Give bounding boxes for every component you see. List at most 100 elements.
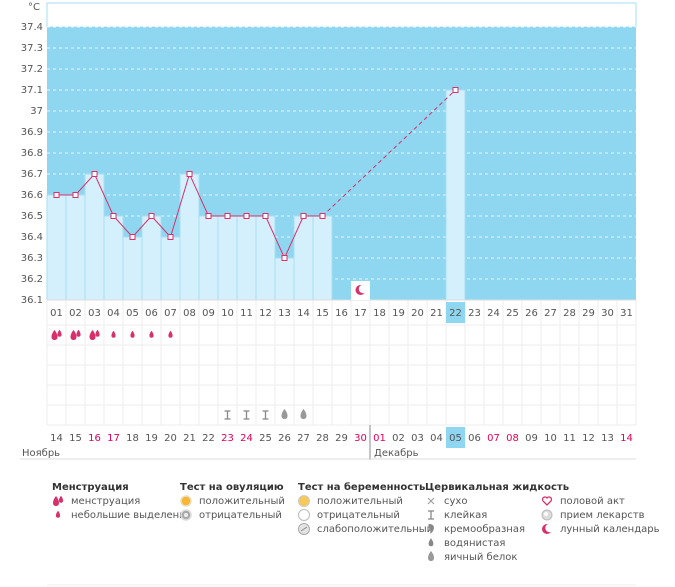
x-tick-label: 14: [297, 308, 310, 319]
calendar-date: 05: [449, 433, 462, 444]
drop-icon: [57, 329, 62, 337]
drop-icon: [149, 330, 154, 338]
fluid-icon: [262, 410, 269, 420]
pregnancy-icon: [298, 495, 310, 507]
y-tick-label: 36.3: [21, 253, 43, 264]
x-tick-label: 11: [240, 308, 253, 319]
calendar-date: 29: [335, 433, 348, 444]
legend-item: кремообразная: [444, 524, 525, 535]
y-tick-label: 36.1: [21, 295, 43, 306]
calendar-date: 14: [50, 433, 63, 444]
temperature-point: [72, 192, 79, 198]
drop-icon: [58, 495, 64, 503]
y-tick-label: 37.4: [21, 22, 43, 33]
calendar-date: 09: [525, 433, 538, 444]
temperature-point: [110, 213, 117, 219]
y-tick-label: 37.2: [21, 64, 43, 75]
legend-item: яичный белок: [444, 552, 517, 563]
calendar-date: 16: [88, 433, 101, 444]
temperature-point: [452, 87, 459, 93]
calendar-date: 10: [544, 433, 557, 444]
fluid-icon: [428, 551, 434, 561]
fluid-icon: [428, 524, 434, 534]
y-tick-label: 37: [30, 106, 43, 117]
bar: [160, 236, 181, 301]
date-highlight: [446, 427, 465, 448]
drop-icon: [89, 330, 96, 340]
calendar-date: 04: [430, 433, 443, 444]
pregnancy-icon: [298, 509, 310, 521]
fluid-icon: [224, 410, 231, 420]
calendar-date: 25: [259, 433, 272, 444]
drop-icon: [111, 330, 116, 338]
calendar-date: 20: [164, 433, 177, 444]
bar: [255, 215, 276, 301]
temperature-point: [319, 213, 326, 219]
x-tick-label: 28: [563, 308, 576, 319]
x-tick-label: 29: [582, 308, 595, 319]
fluid-icon: [300, 409, 307, 419]
bar: [46, 194, 67, 301]
calendar-date: 07: [487, 433, 500, 444]
pregnancy-icon: [300, 526, 308, 532]
x-tick-label: 15: [316, 308, 329, 319]
fluid-icon: [281, 409, 288, 419]
calendar-date: 17: [107, 433, 120, 444]
bar: [141, 215, 162, 301]
x-tick-label: 21: [430, 308, 443, 319]
moon-icon: [358, 284, 368, 294]
pill-icon: [544, 512, 548, 516]
heart-icon: [541, 496, 553, 506]
bar: [312, 215, 333, 301]
fluid-icon: [427, 497, 435, 505]
calendar-date: 27: [297, 433, 310, 444]
bar: [198, 215, 219, 301]
calendar-date: 23: [221, 433, 234, 444]
legend-item: положительный: [317, 496, 403, 507]
temperature-point: [262, 213, 269, 219]
x-tick-label: 01: [50, 308, 63, 319]
x-tick-label: 12: [259, 308, 272, 319]
bar: [445, 89, 466, 301]
y-tick-label: 36.8: [21, 148, 43, 159]
calendar-date: 14: [620, 433, 633, 444]
y-tick-label: 36.7: [21, 169, 43, 180]
x-tick-label: 02: [69, 308, 82, 319]
bar: [179, 173, 200, 301]
bar: [274, 257, 295, 301]
x-tick-label: 18: [373, 308, 386, 319]
calendar-date: 19: [145, 433, 158, 444]
x-tick-label: 13: [278, 308, 291, 319]
calendar-date: 08: [506, 433, 519, 444]
legend-item: клейкая: [444, 510, 487, 521]
temperature-point: [300, 213, 307, 219]
legend-item: небольшие выделения: [71, 510, 192, 521]
temperature-point: [167, 234, 174, 240]
temperature-point: [205, 213, 212, 219]
month-label: Декабрь: [374, 448, 419, 459]
fluid-icon: [428, 538, 434, 547]
drop-icon: [55, 510, 61, 518]
x-tick-label: 08: [183, 308, 196, 319]
bar: [65, 194, 86, 301]
legend-item: сухо: [444, 496, 467, 507]
x-tick-label: 03: [88, 308, 101, 319]
x-tick-label: 26: [525, 308, 538, 319]
drop-icon: [70, 330, 77, 340]
temperature-point: [224, 213, 231, 219]
ovulation-icon: [180, 495, 192, 507]
ovulation-icon: [184, 513, 188, 517]
x-tick-label: 19: [392, 308, 405, 319]
x-tick-label: 31: [620, 308, 633, 319]
temperature-point: [281, 255, 288, 261]
x-tick-label: 09: [202, 308, 215, 319]
temperature-gap-line: [322, 89, 456, 217]
y-tick-label: 36.4: [21, 232, 43, 243]
temperature-point: [148, 213, 155, 219]
drop-icon: [168, 330, 173, 338]
calendar-date: 28: [316, 433, 329, 444]
calendar-date: 06: [468, 433, 481, 444]
calendar-date: 18: [126, 433, 139, 444]
temperature-point: [243, 213, 250, 219]
